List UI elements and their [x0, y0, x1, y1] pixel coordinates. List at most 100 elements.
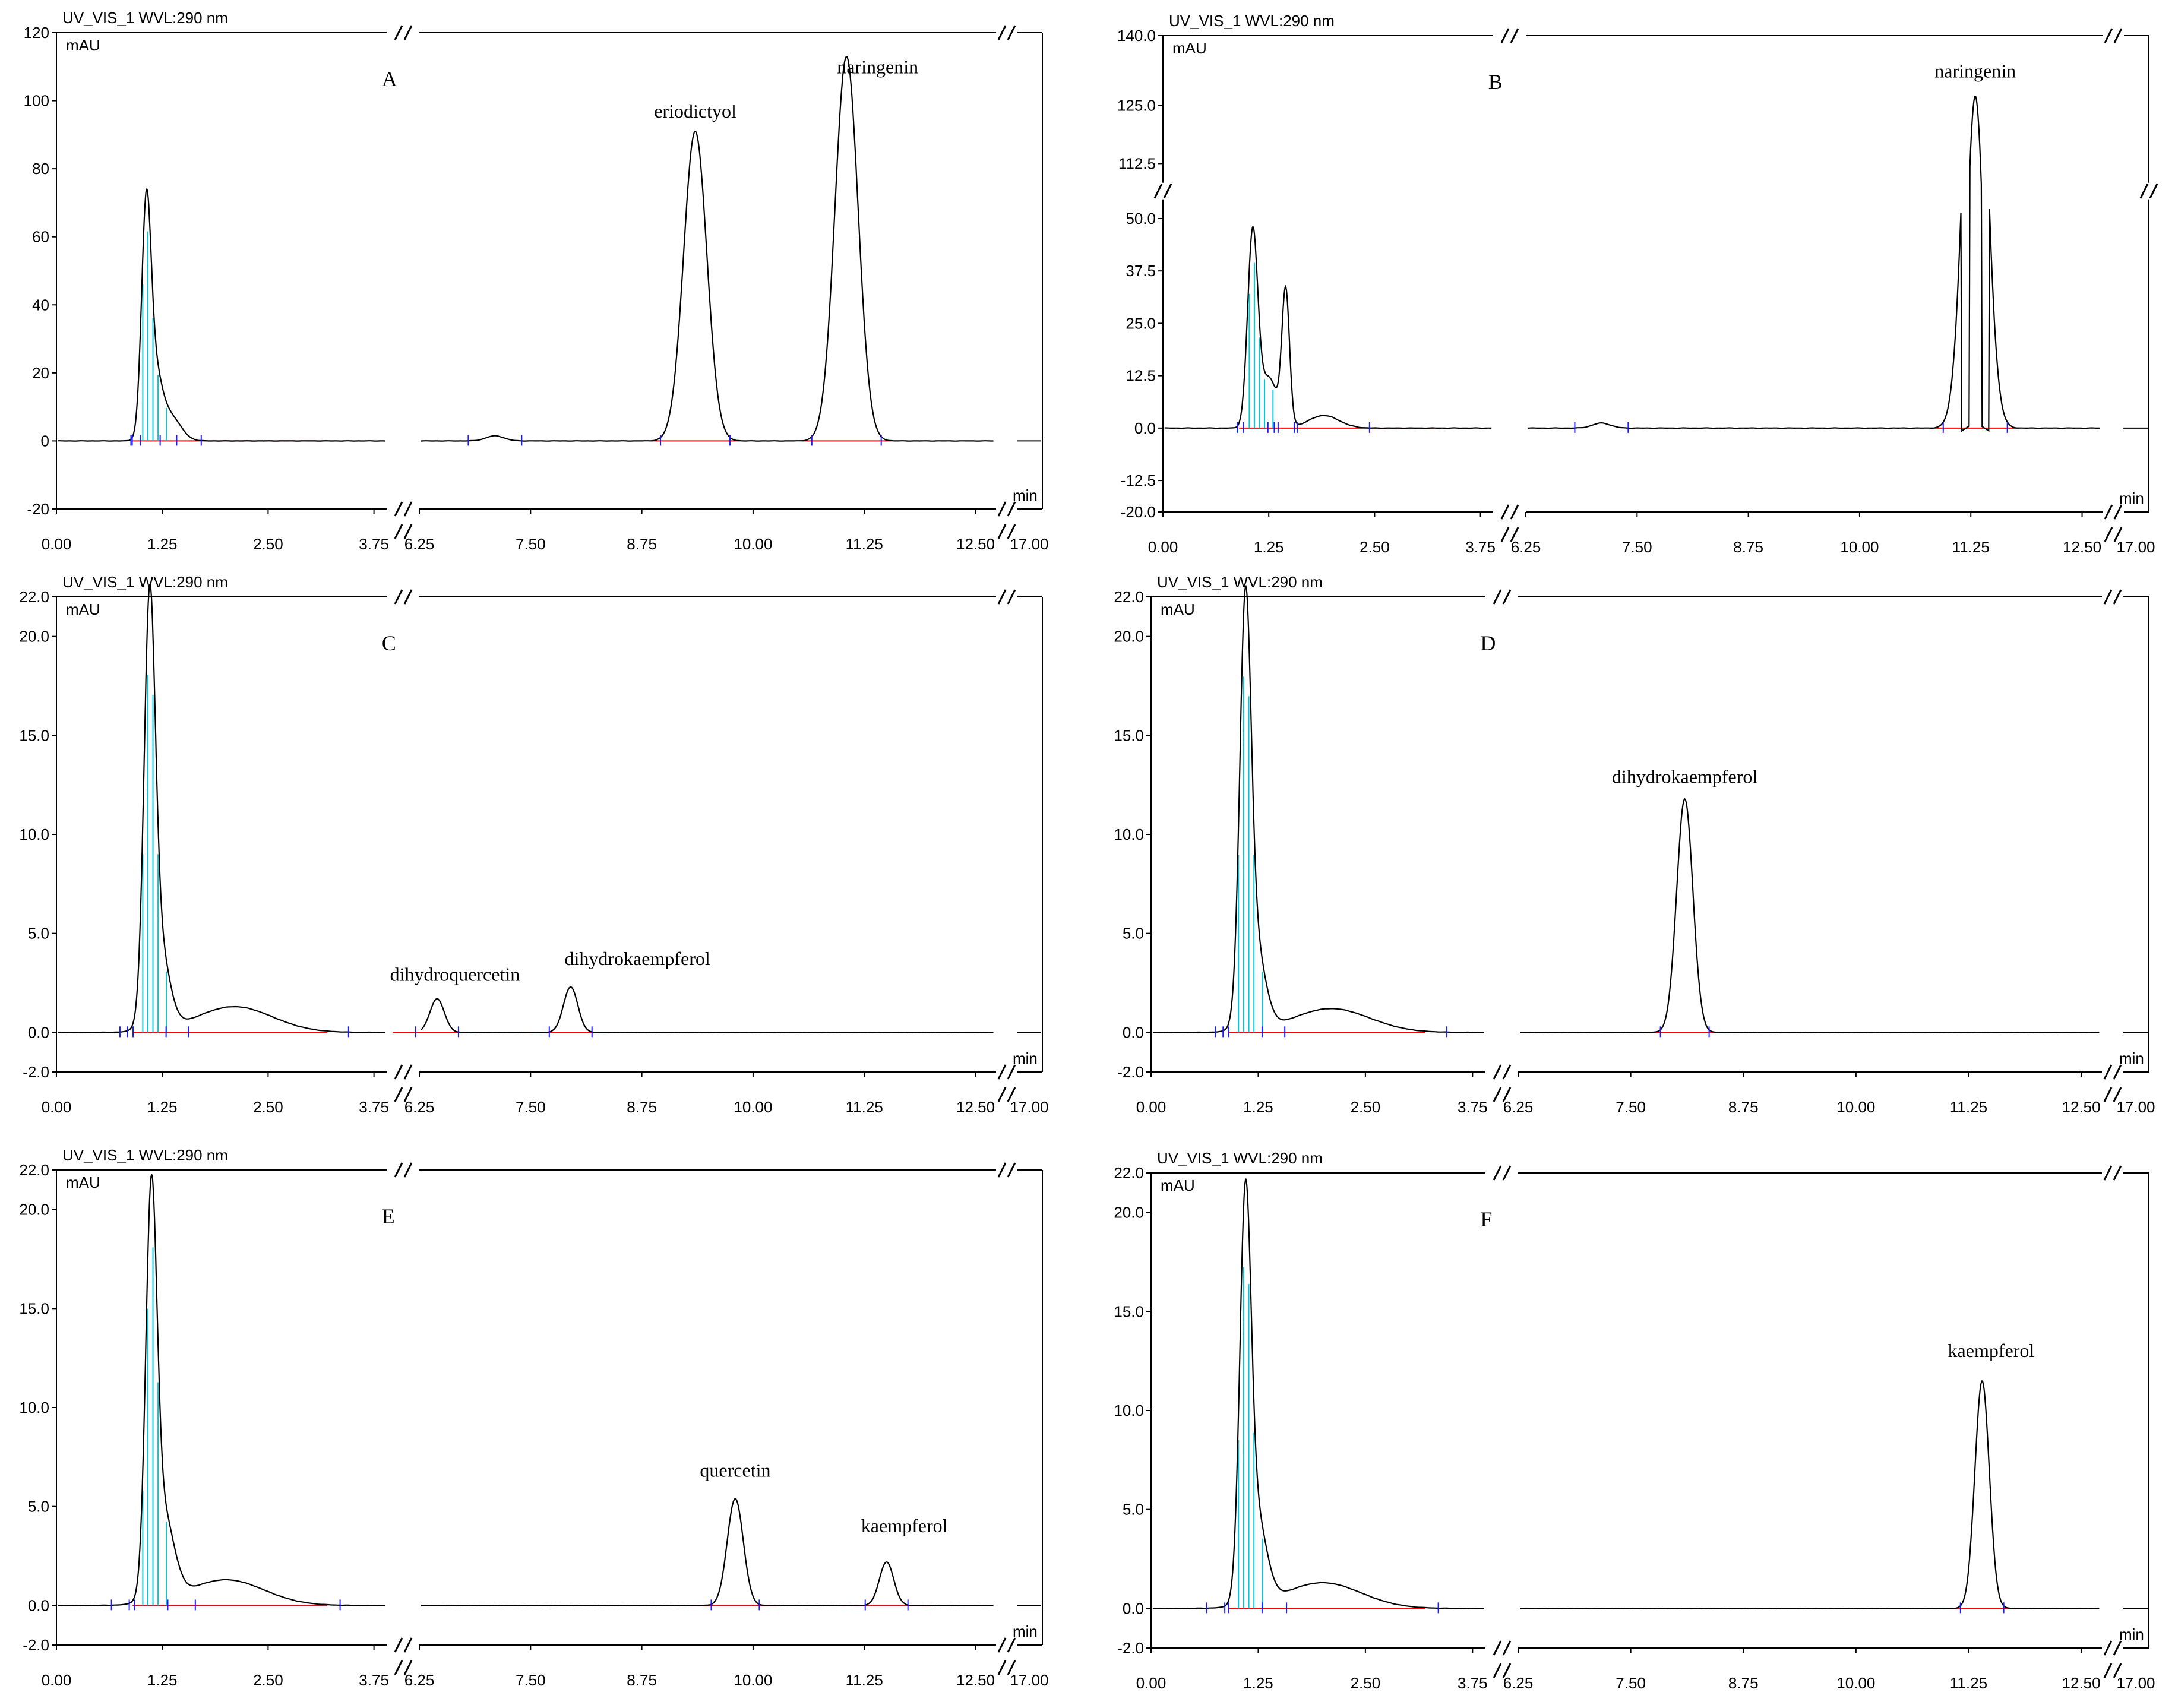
y-tick-label: 80 — [32, 160, 49, 178]
x-tick-label: 3.75 — [1458, 1098, 1488, 1116]
x-tick-label: 17.00 — [1010, 1671, 1048, 1689]
chart-panel-E: UV_VIS_1 WVL:290 nm mAU -2.0 0.0 5.0 10.0 15.0… — [19, 1146, 1048, 1689]
y-tick-label: 20.0 — [19, 628, 49, 646]
y-tick-label: 10.0 — [1114, 825, 1144, 843]
y-tick-label: 5.0 — [1123, 1501, 1144, 1519]
y-tick-label: 140.0 — [1117, 27, 1156, 45]
chart-panel-A: UV_VIS_1 WVL:290 nm mAU -20 0 20 40 60 80 100 120… — [24, 9, 1049, 553]
axis-break-mark — [1491, 1086, 1513, 1103]
x-tick-label: 8.75 — [627, 1098, 657, 1116]
y-tick-label: 10.0 — [1114, 1402, 1144, 1419]
panel-letter: C — [382, 631, 396, 655]
x-tick-label: 2.50 — [1351, 1674, 1381, 1692]
x-tick-label: 7.50 — [516, 535, 546, 553]
x-tick-label: 6.25 — [404, 1671, 435, 1689]
y-axis-break-mark — [2138, 182, 2160, 200]
x-unit-label: min — [1013, 1622, 1038, 1640]
x-tick-label: 1.25 — [1254, 538, 1284, 556]
chart-panel-F: UV_VIS_1 WVL:290 nm mAU -2.0 0.0 5.0 10.0 15.0… — [1114, 1149, 2155, 1692]
x-tick-label: 6.25 — [404, 1098, 435, 1116]
panel-letter: E — [382, 1204, 395, 1228]
x-unit-label: min — [2119, 1049, 2144, 1067]
y-tick-label: 0.0 — [1134, 419, 1156, 437]
x-tick-label: 10.00 — [1840, 538, 1879, 556]
axis-break-mark — [393, 1637, 414, 1653]
y-tick-label: 50.0 — [1126, 210, 1156, 227]
x-tick-label: 7.50 — [516, 1098, 546, 1116]
peak-annotation: dihydrokaempferol — [564, 948, 710, 969]
axis-break-mark — [393, 1162, 414, 1178]
x-tick-label: 17.00 — [2116, 1098, 2155, 1116]
panel-letter: F — [1480, 1207, 1492, 1231]
chart-panel-D: UV_VIS_1 WVL:290 nm mAU -2.0 0.0 5.0 10.0 15.0… — [1114, 573, 2155, 1116]
y-tick-label: 5.0 — [1123, 925, 1144, 942]
x-tick-label: 8.75 — [627, 1671, 657, 1689]
panel-letter: B — [1488, 70, 1503, 94]
x-tick-label: 12.50 — [956, 1671, 995, 1689]
y-axis-break-mark — [1152, 182, 1174, 200]
x-tick-label: 8.75 — [1733, 538, 1763, 556]
panel-letter: A — [382, 67, 397, 91]
y-tick-label: 15.0 — [1114, 726, 1144, 744]
x-tick-label: 0.00 — [42, 1671, 72, 1689]
axis-break-mark — [393, 523, 414, 540]
axis-break-mark — [2103, 504, 2124, 520]
y-tick-label: 22.0 — [19, 588, 49, 606]
x-tick-label: 1.25 — [147, 1671, 178, 1689]
axis-break-mark — [996, 1659, 1017, 1676]
x-tick-label: 6.25 — [1503, 1674, 1534, 1692]
x-tick-label: 2.50 — [1360, 538, 1390, 556]
axis-break-mark — [393, 1659, 414, 1676]
chromatogram-trace — [1520, 798, 2100, 1033]
x-tick-label: 0.00 — [1136, 1098, 1166, 1116]
x-tick-label: 17.00 — [1010, 1098, 1048, 1116]
axis-break-mark — [1491, 1640, 1513, 1656]
x-tick-label: 12.50 — [956, 1098, 995, 1116]
y-tick-label: 5.0 — [28, 1498, 49, 1516]
x-tick-label: 12.50 — [2062, 1098, 2101, 1116]
x-tick-label: 11.25 — [1950, 1098, 1987, 1116]
x-unit-label: min — [2119, 1625, 2144, 1643]
panel-header: UV_VIS_1 WVL:290 nm — [1169, 12, 1335, 30]
axis-break-mark — [996, 1064, 1017, 1080]
y-tick-label: 60 — [32, 228, 49, 246]
y-unit-label: mAU — [1161, 600, 1195, 618]
y-tick-label: 0 — [41, 432, 49, 450]
x-tick-label: 3.75 — [1465, 538, 1496, 556]
x-tick-label: 10.00 — [1836, 1098, 1875, 1116]
chart-panel-B: UV_VIS_1 WVL:290 nm mAU -20.0 -12.5 0.0 12.5 2… — [1117, 12, 2160, 556]
y-tick-label: 5.0 — [28, 925, 49, 942]
y-unit-label: mAU — [66, 36, 100, 54]
y-tick-label: 25.0 — [1126, 314, 1156, 332]
x-tick-label: 12.50 — [2063, 538, 2101, 556]
chromatogram-trace — [1164, 225, 1492, 429]
x-tick-label: 10.00 — [1836, 1674, 1875, 1692]
axis-break-mark — [996, 24, 1017, 41]
x-tick-label: 2.50 — [1351, 1098, 1381, 1116]
y-tick-label: -20 — [27, 500, 49, 518]
y-tick-label: 40 — [32, 296, 49, 314]
axis-break-mark — [393, 589, 414, 605]
chromatogram-trace — [58, 583, 385, 1033]
panel-header: UV_VIS_1 WVL:290 nm — [1157, 573, 1323, 591]
y-tick-label: 0.0 — [1123, 1599, 1144, 1617]
x-tick-label: 11.25 — [846, 1098, 883, 1116]
y-tick-label: -2.0 — [23, 1063, 49, 1081]
panel-header: UV_VIS_1 WVL:290 nm — [1157, 1149, 1323, 1167]
panel-header: UV_VIS_1 WVL:290 nm — [62, 1146, 228, 1164]
y-unit-label: mAU — [1161, 1176, 1195, 1194]
peak-annotation: kaempferol — [861, 1515, 948, 1536]
x-tick-label: 3.75 — [359, 1098, 389, 1116]
x-tick-label: 11.25 — [846, 1671, 883, 1689]
x-unit-label: min — [2119, 489, 2144, 507]
axis-break-mark — [2102, 1086, 2123, 1103]
x-tick-label: 12.50 — [956, 535, 995, 553]
y-tick-label: 15.0 — [1114, 1302, 1144, 1320]
axis-break-mark — [1499, 27, 1520, 44]
x-unit-label: min — [1013, 1049, 1038, 1067]
y-tick-label: -12.5 — [1121, 472, 1156, 489]
y-tick-label: 20.0 — [19, 1201, 49, 1219]
x-tick-label: 11.25 — [1950, 1674, 1987, 1692]
x-tick-label: 12.50 — [2062, 1674, 2101, 1692]
